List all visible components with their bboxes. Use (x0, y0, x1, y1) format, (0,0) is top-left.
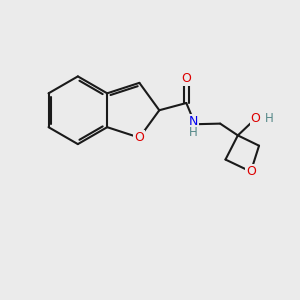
Text: O: O (134, 131, 144, 144)
Text: N: N (189, 115, 198, 128)
Text: H: H (265, 112, 274, 124)
Text: H: H (189, 126, 198, 139)
Text: O: O (250, 112, 260, 125)
Text: O: O (246, 165, 256, 178)
Text: O: O (182, 72, 191, 86)
